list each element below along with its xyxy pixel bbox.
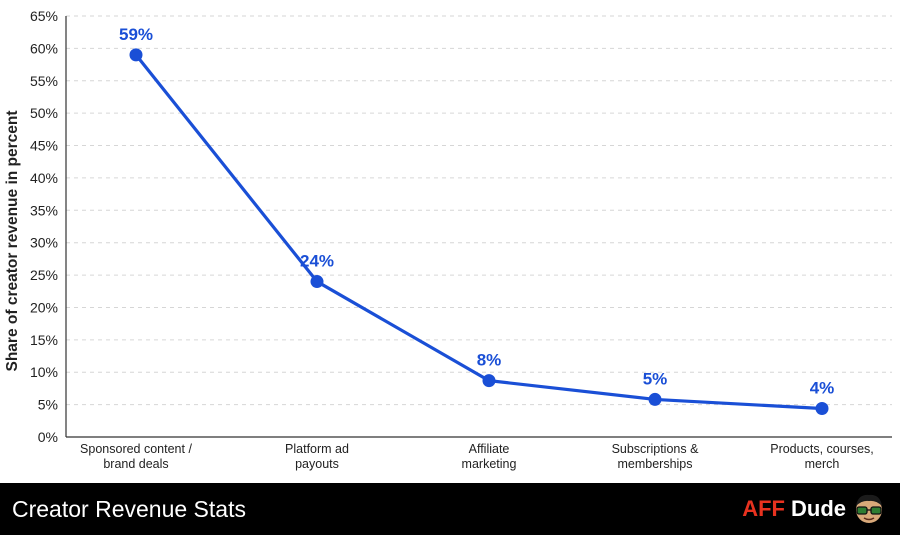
line-chart: 0% 5% 10% 15% 20% 25% 30% 35% 40% 45% 50% 55% 60% 65%… [4,8,892,471]
x-tick-label: merch [805,457,840,471]
data-label: 8% [477,351,502,370]
axes [65,16,892,438]
x-tick-label: memberships [617,457,692,471]
y-axis-label: Share of creator revenue in percent [4,110,21,371]
y-tick-label: 15% [30,332,58,348]
chart-area: 0% 5% 10% 15% 20% 25% 30% 35% 40% 45% 50% 55% 60% 65%… [4,8,892,471]
x-tick-labels: Sponsored content /brand deals Platform a… [80,442,874,471]
y-tick-labels: 0% 5% 10% 15% 20% 25% 30% 35% 40% 45% 50% 55% 60% 65% [30,8,58,445]
data-label: 59% [119,25,153,44]
brand-aff-text: AFF [742,496,785,521]
brand-logo: AFF Dude [742,492,886,526]
y-tick-label: 55% [30,73,58,89]
footer-bar: Creator Revenue Stats AFF Dude [0,483,900,535]
x-tick-label: Products, courses, [770,442,874,456]
footer-title: Creator Revenue Stats [12,496,246,522]
gridlines [66,15,892,406]
data-labels: 59% 24% 8% 5% 4% [119,25,834,398]
y-tick-label: 10% [30,364,58,380]
data-label: 5% [643,369,668,388]
x-tick-label: brand deals [103,457,168,471]
y-tick-label: 45% [30,138,58,154]
y-tick-label: 60% [30,40,58,56]
x-tick-label: Sponsored content / [80,442,192,456]
brand-dude-text: Dude [791,496,846,521]
series [129,48,829,416]
data-label: 4% [810,379,835,398]
data-point [815,402,829,416]
x-tick-label: Platform ad [285,442,349,456]
data-label: 24% [300,252,334,271]
y-tick-label: 35% [30,202,58,218]
y-tick-label: 65% [30,8,58,24]
data-point [648,392,662,406]
y-tick-label: 30% [30,235,58,251]
y-tick-label: 0% [38,429,58,445]
data-point [310,275,324,289]
data-point [482,374,496,388]
x-tick-label: Affiliate [469,442,510,456]
y-tick-label: 25% [30,267,58,283]
y-tick-label: 5% [38,397,58,413]
x-tick-label: marketing [462,457,517,471]
data-point [129,48,143,62]
mascot-icon [856,494,882,523]
x-tick-label: Subscriptions & [612,442,700,456]
y-tick-label: 50% [30,105,58,121]
y-tick-label: 20% [30,299,58,315]
y-tick-label: 40% [30,170,58,186]
x-tick-label: payouts [295,457,339,471]
